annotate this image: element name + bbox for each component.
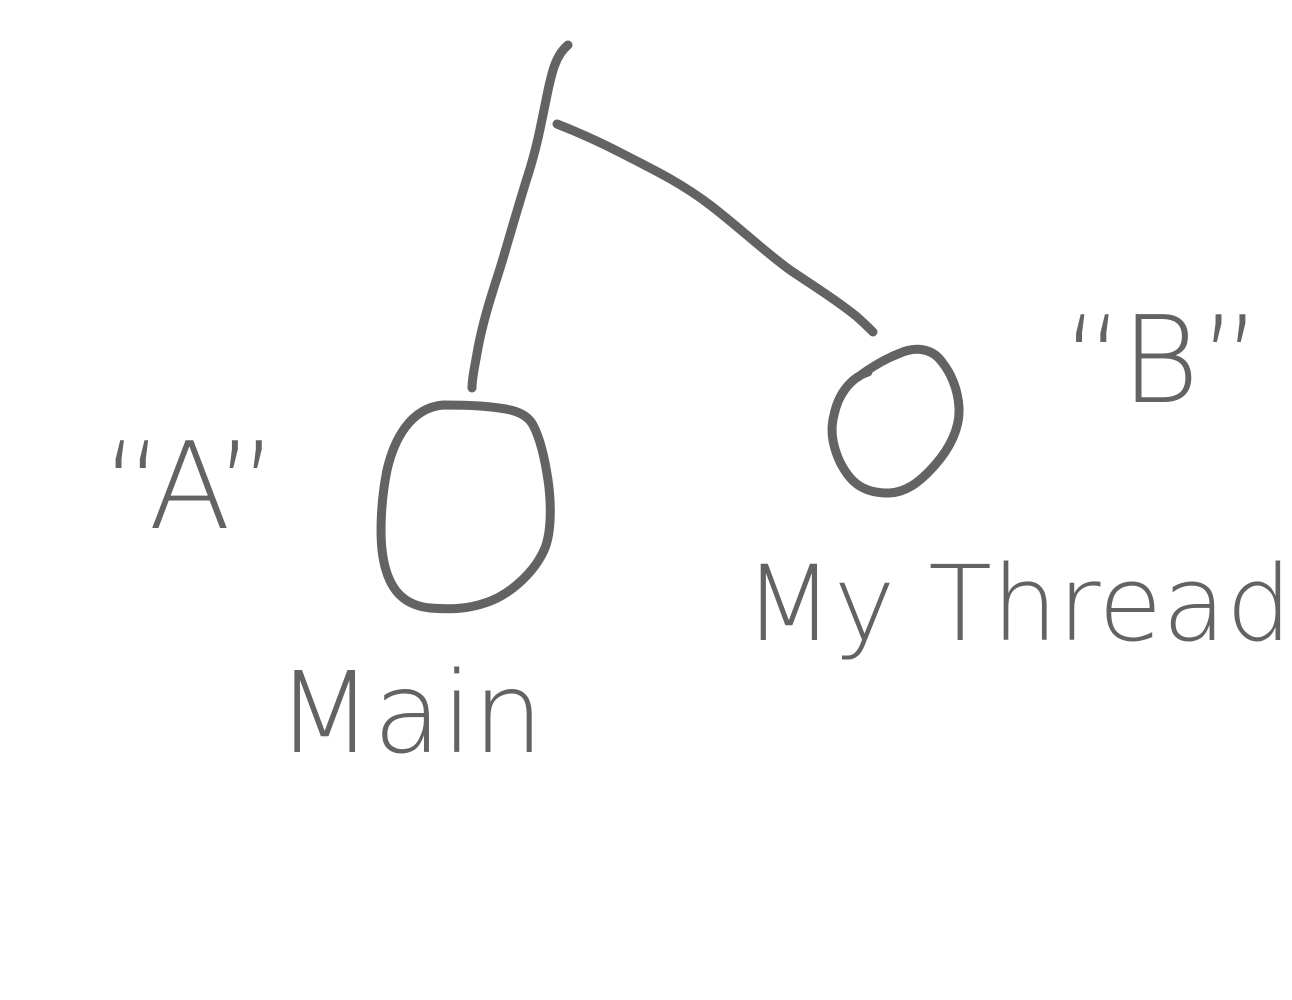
diagram-strokes — [376, 40, 964, 614]
node-main-shape — [376, 400, 555, 614]
node-main-label: Main — [276, 649, 543, 779]
node-mythread-shape — [827, 344, 964, 498]
node-main-tag: “A” — [102, 418, 278, 557]
node-mythread-tag: “B” — [1062, 292, 1261, 431]
node-mythread-label: My Thread — [744, 543, 1292, 665]
edge-root-to-main — [467, 40, 573, 393]
edge-root-to-mythread — [552, 119, 878, 337]
